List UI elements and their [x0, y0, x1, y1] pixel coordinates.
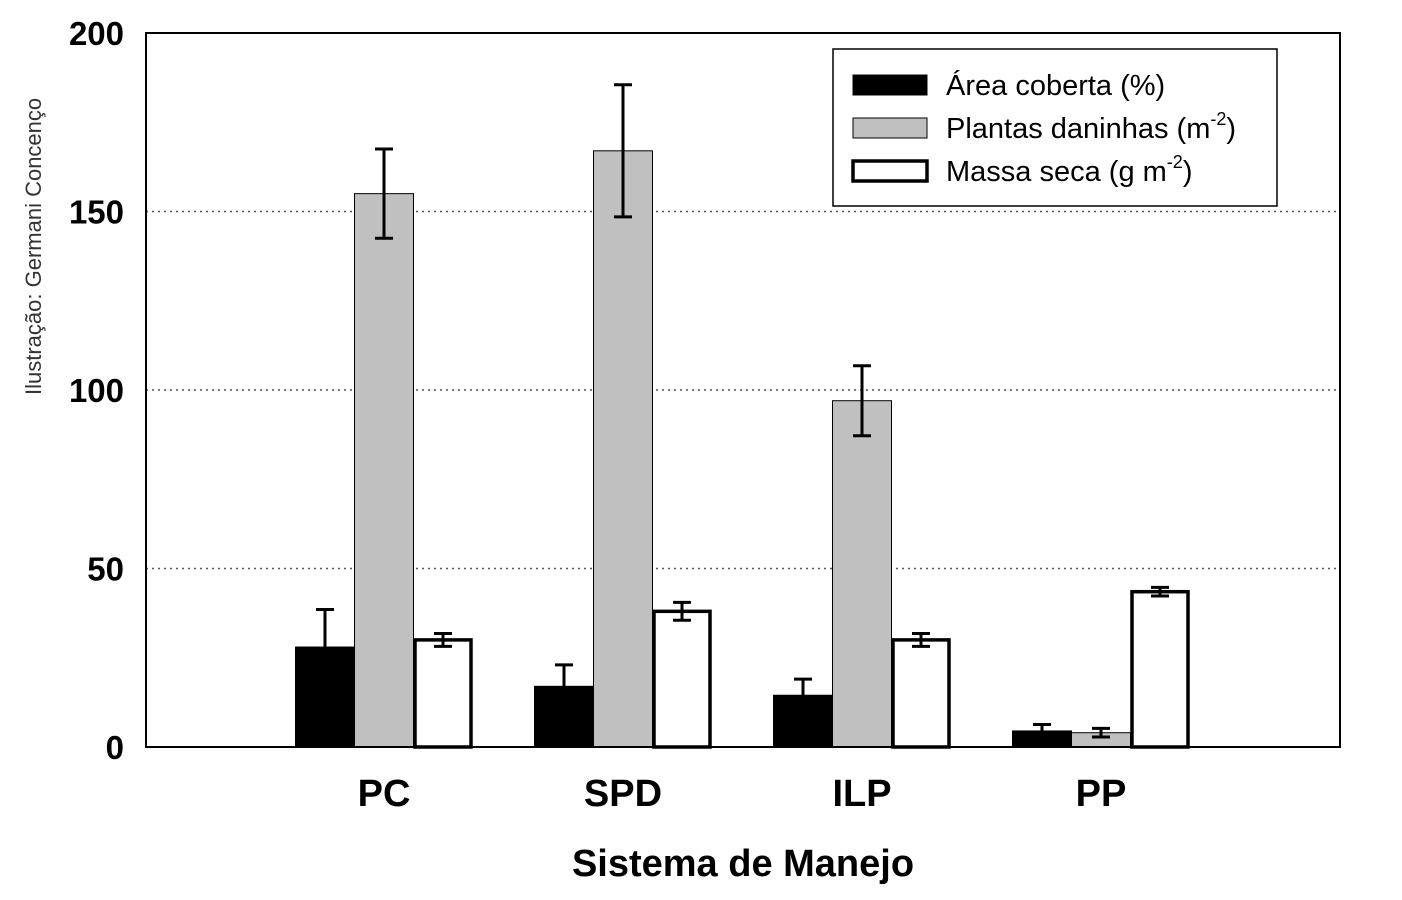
- y-axis-ticks: 0 50 100 150 200: [69, 15, 124, 766]
- bar: [354, 193, 414, 748]
- gridlines: [146, 210, 1340, 570]
- legend-swatch: [851, 159, 929, 183]
- y-tick-label: 200: [69, 15, 124, 52]
- legend-label: Área coberta (%): [946, 69, 1165, 102]
- y-tick-label: 50: [87, 551, 124, 588]
- bar: [891, 638, 951, 749]
- legend-swatch: [852, 74, 928, 96]
- x-tick-label: PP: [1076, 773, 1127, 815]
- plot-frame: [145, 32, 1341, 748]
- legend-label: Massa seca (g m-2): [946, 152, 1192, 188]
- y-tick-label: 150: [69, 194, 124, 231]
- x-axis-label: Sistema de Manejo: [572, 843, 914, 885]
- y-tick-label: 0: [106, 729, 124, 766]
- y-tick-label: 100: [69, 372, 124, 409]
- legend-label: Plantas daninhas (m-2): [946, 109, 1236, 145]
- bar: [1130, 589, 1190, 749]
- x-axis-ticks: PC SPD ILP PP: [358, 773, 1127, 815]
- x-tick-label: SPD: [584, 773, 662, 815]
- bar: [593, 150, 653, 748]
- bar: [413, 638, 473, 749]
- x-tick-label: PC: [358, 773, 411, 815]
- bar: [652, 609, 712, 749]
- legend: Área coberta (%) Plantas daninhas (m-2) Ma…: [832, 48, 1278, 207]
- x-tick-label: ILP: [832, 773, 891, 815]
- illustration-credit: Ilustração: Germani Concenço: [21, 98, 46, 395]
- bar: [832, 400, 892, 748]
- legend-swatch: [852, 117, 928, 139]
